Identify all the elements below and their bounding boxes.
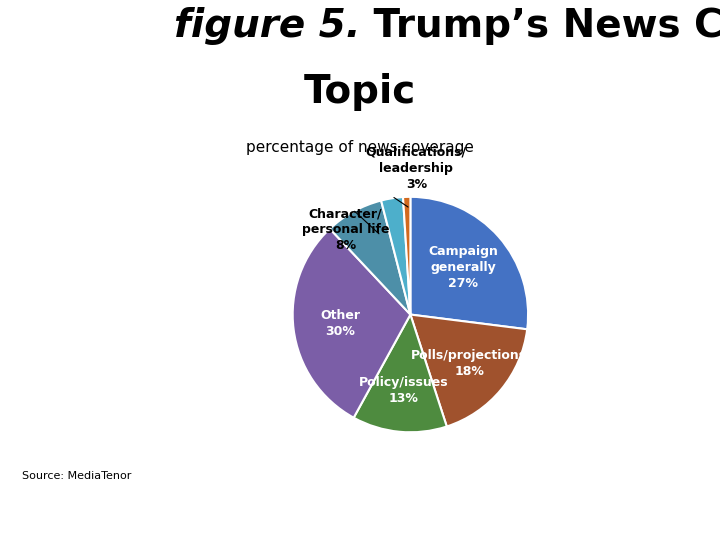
Text: figure 5.: figure 5.: [174, 6, 360, 45]
Wedge shape: [403, 197, 410, 314]
Wedge shape: [330, 200, 410, 314]
Text: percentage of news coverage: percentage of news coverage: [246, 140, 474, 156]
Wedge shape: [381, 197, 410, 314]
Text: Topic: Topic: [304, 73, 416, 111]
Text: Thomas Patterson: Thomas Patterson: [22, 507, 205, 525]
Text: Source: MediaTenor: Source: MediaTenor: [22, 470, 131, 481]
Text: Policy/issues
13%: Policy/issues 13%: [359, 376, 448, 405]
Wedge shape: [293, 229, 410, 418]
Wedge shape: [410, 314, 527, 427]
Text: Character/
personal life
8%: Character/ personal life 8%: [302, 207, 390, 252]
Text: Qualifications/
leadership
3%: Qualifications/ leadership 3%: [366, 146, 467, 191]
Text: Other
30%: Other 30%: [320, 309, 360, 338]
Text: Trump’s News Coverage, by: Trump’s News Coverage, by: [360, 6, 720, 45]
Text: Kennedy School of Government, Harvard University: Kennedy School of Government, Harvard Un…: [341, 509, 698, 523]
Text: Campaign
generally
27%: Campaign generally 27%: [428, 245, 498, 291]
Wedge shape: [410, 197, 528, 329]
Wedge shape: [354, 314, 447, 432]
Text: Polls/projections
18%: Polls/projections 18%: [411, 349, 528, 378]
